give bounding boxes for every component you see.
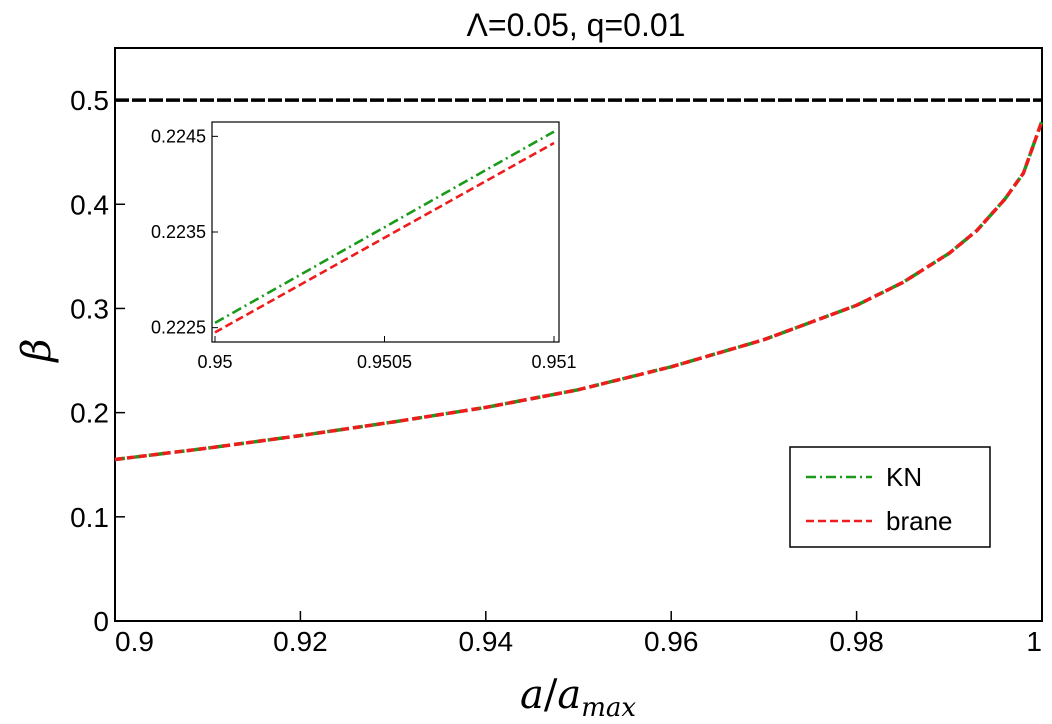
y-tick-label: 0.4 bbox=[70, 189, 109, 220]
legend-box bbox=[789, 446, 991, 548]
y-tick-label: 0 bbox=[93, 606, 109, 637]
x-axis-label: a/amax bbox=[520, 672, 636, 723]
series-brane-line bbox=[114, 120, 1044, 462]
inset-y-tick-label: 0.2235 bbox=[151, 222, 206, 242]
legend: KN brane bbox=[789, 446, 991, 548]
y-tick-label: 0.1 bbox=[70, 502, 109, 533]
main-series-group bbox=[114, 98, 1044, 462]
x-tick-label: 0.96 bbox=[644, 626, 699, 657]
x-label-sub: max bbox=[581, 693, 636, 723]
inset-x-tick-label: 0.951 bbox=[531, 352, 576, 372]
y-tick-label: 0.2 bbox=[70, 398, 109, 429]
inset-y-tick-label: 0.2245 bbox=[151, 126, 206, 146]
x-label-amax: a bbox=[557, 672, 581, 718]
inset-y-tick-label: 0.2225 bbox=[151, 318, 206, 338]
inset-x-tick-label: 0.95 bbox=[197, 352, 232, 372]
inset-series-KN-line bbox=[214, 130, 555, 325]
plot-frame bbox=[114, 47, 1043, 622]
inset-frame bbox=[211, 121, 560, 343]
x-tick-label: 0.92 bbox=[273, 626, 328, 657]
x-tick-label: 1 bbox=[1026, 626, 1042, 657]
main-axes-ticks: 0.9 0.92 0.94 0.96 0.98 1 0 0.1 0.2 0.3 0.4 0.5 bbox=[70, 85, 1043, 657]
inset-x-tick-label: 0.9505 bbox=[357, 352, 412, 372]
inset-axes-ticks: 0.95 0.9505 0.951 0.2225 0.2235 0.2245 bbox=[151, 126, 577, 372]
x-tick-label: 0.9 bbox=[115, 626, 154, 657]
x-label-slash: / bbox=[544, 672, 558, 718]
x-tick-label: 0.98 bbox=[829, 626, 884, 657]
legend-label-brane: brane bbox=[886, 506, 953, 536]
y-axis-label: β bbox=[14, 338, 60, 363]
y-tick-label: 0.5 bbox=[70, 85, 109, 116]
legend-label-kn: KN bbox=[886, 462, 922, 492]
y-tick-label: 0.3 bbox=[70, 293, 109, 324]
chart-title: Λ=0.05, q=0.01 bbox=[467, 7, 686, 43]
inset-series-brane-line bbox=[214, 141, 555, 334]
inset-series-group bbox=[214, 130, 555, 334]
x-tick-label: 0.94 bbox=[459, 626, 514, 657]
x-label-a: a bbox=[520, 672, 544, 718]
